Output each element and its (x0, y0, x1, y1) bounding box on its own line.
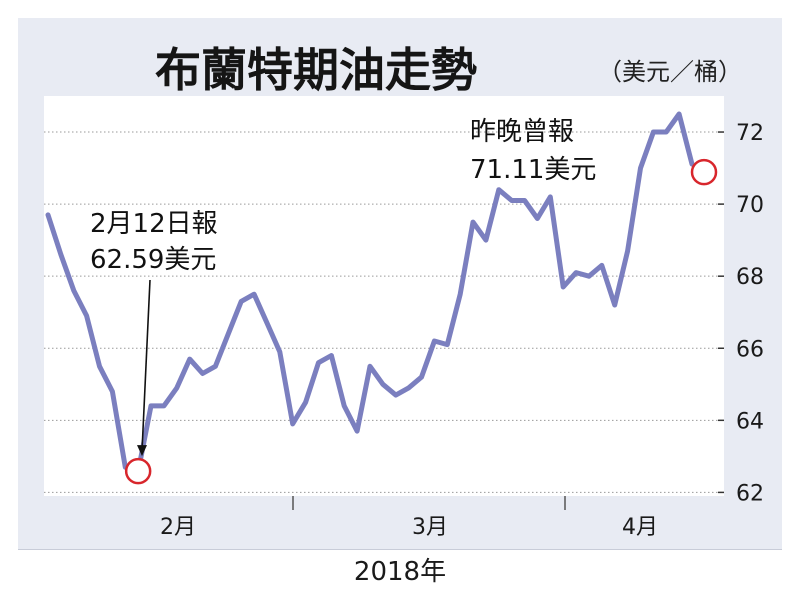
x-tick-label-3: 4月 (622, 515, 658, 540)
annotations: 2月12日報 62.59美元 昨晚曾報 71.11美元 (90, 117, 718, 485)
x-axis-label: 2018年 (354, 557, 446, 587)
series-layer (45, 111, 695, 474)
chart-title: 布蘭特期油走勢 (155, 43, 477, 97)
annotation-latest-line1: 昨晚曾報 (470, 117, 574, 147)
y-tick-label-66: 66 (736, 337, 764, 362)
annotation-low-line1: 2月12日報 (90, 209, 218, 239)
y-tick-label-72: 72 (736, 121, 764, 146)
y-tick-label-68: 68 (736, 265, 764, 290)
x-tick-label-1: 2月 (160, 515, 196, 540)
y-tick-label-70: 70 (736, 193, 764, 218)
annotation-arrow-line (141, 279, 151, 452)
annotation-low-line2: 62.59美元 (90, 245, 216, 275)
low-point-marker (124, 457, 152, 485)
annotation-latest-line2: 71.11美元 (470, 155, 596, 185)
y-tick-label-64: 64 (736, 409, 764, 434)
unit-label: （美元／桶） (598, 58, 742, 86)
x-tick-label-2: 3月 (412, 515, 448, 540)
annotation-arrow-head (137, 445, 147, 457)
y-axis-ticks: 62 64 66 68 70 72 (718, 121, 764, 506)
series-line (45, 111, 695, 474)
grid-lines (44, 131, 724, 493)
latest-point-marker (690, 158, 718, 186)
y-tick-label-62: 62 (736, 481, 764, 506)
footer-panel (18, 549, 782, 591)
x-axis-ticks: 2月 3月 4月 (160, 496, 658, 540)
